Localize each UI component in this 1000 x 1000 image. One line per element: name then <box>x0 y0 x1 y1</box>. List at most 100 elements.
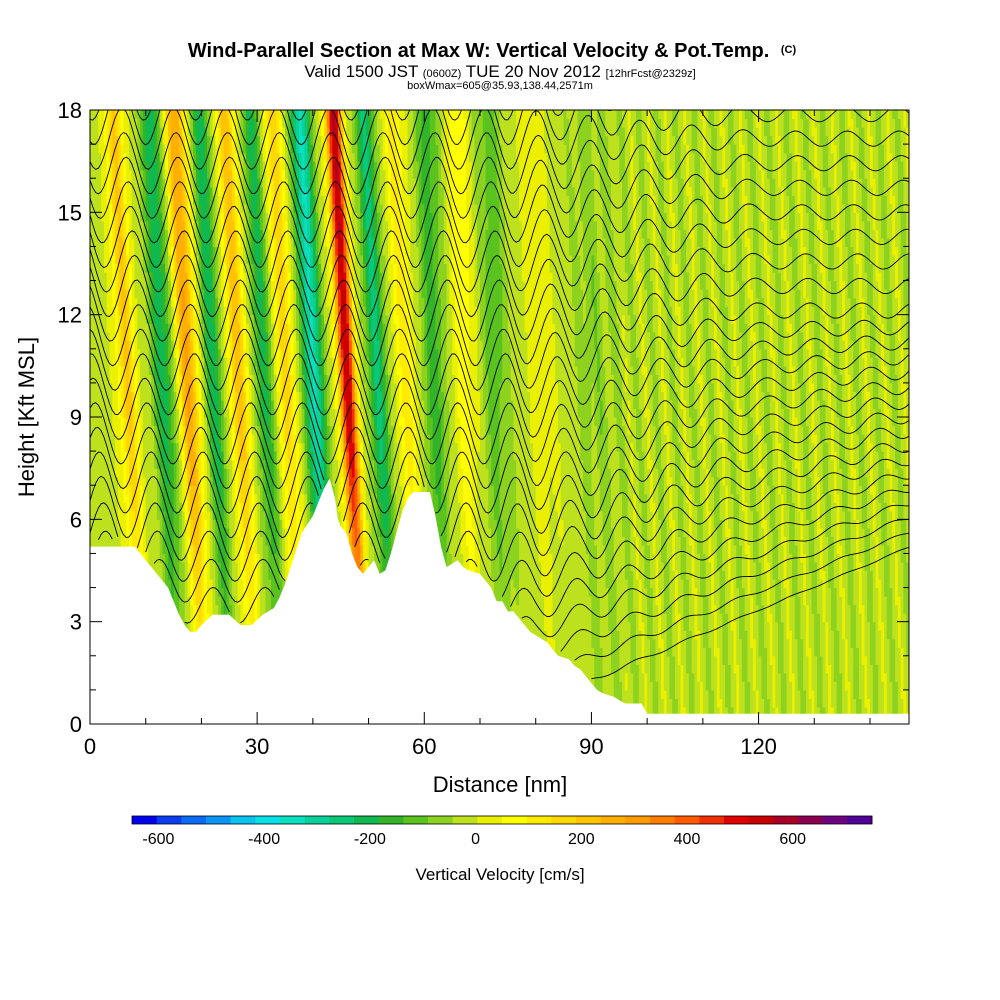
w-cell <box>883 681 888 691</box>
w-cell <box>847 689 852 700</box>
w-cell <box>630 689 634 700</box>
w-cell <box>694 664 698 674</box>
w-cell <box>652 698 657 708</box>
w-cell <box>867 698 871 708</box>
w-cell <box>649 672 654 682</box>
w-cell <box>644 706 648 717</box>
w-cell <box>783 698 788 708</box>
w-cell <box>817 706 821 717</box>
w-cell <box>571 647 576 657</box>
w-cell <box>588 647 593 657</box>
w-cell <box>883 706 888 717</box>
w-cell <box>783 672 788 682</box>
w-cell <box>663 681 668 691</box>
w-cell <box>716 681 721 691</box>
w-cell <box>683 706 687 717</box>
w-cell <box>825 706 829 717</box>
w-cell <box>688 664 693 674</box>
w-cell <box>619 647 623 657</box>
w-cell <box>895 689 899 700</box>
w-cell <box>783 655 788 665</box>
w-cell <box>881 698 885 708</box>
w-cell <box>892 689 896 700</box>
w-cell <box>836 681 840 691</box>
w-cell <box>719 681 723 691</box>
w-cell <box>867 672 871 682</box>
w-cell <box>856 681 860 691</box>
subtitle-forecast: [12hrFcst@2329z] <box>606 68 696 80</box>
w-cell <box>649 655 654 665</box>
w-cell <box>800 706 804 717</box>
w-cell <box>831 706 835 717</box>
w-cell <box>805 689 810 700</box>
w-cell <box>786 664 790 674</box>
w-cell <box>805 672 810 682</box>
w-cell <box>680 672 684 682</box>
w-cell <box>839 664 843 674</box>
w-cell <box>772 655 776 665</box>
w-cell <box>903 681 907 691</box>
w-cell <box>831 672 835 682</box>
w-cell <box>627 664 632 674</box>
w-cell <box>714 689 718 700</box>
w-cell <box>744 672 749 682</box>
w-cell <box>883 664 888 674</box>
w-cell <box>583 664 587 674</box>
w-cell <box>772 672 776 682</box>
w-cell <box>878 689 882 700</box>
w-cell <box>613 647 618 657</box>
w-cell <box>755 706 760 717</box>
w-cell <box>605 681 609 691</box>
w-cell <box>814 655 818 665</box>
w-cell <box>613 655 618 665</box>
w-cell <box>602 664 606 674</box>
w-cell <box>808 698 813 708</box>
w-cell <box>691 706 696 717</box>
w-cell <box>616 689 620 700</box>
w-cell <box>597 647 601 657</box>
w-cell <box>789 698 793 708</box>
w-cell <box>864 664 868 674</box>
w-cell <box>870 706 874 717</box>
w-cell <box>864 706 868 717</box>
w-cell <box>903 689 907 700</box>
w-cell <box>753 681 757 691</box>
w-cell <box>663 672 668 682</box>
w-cell <box>831 681 835 691</box>
w-cell <box>836 655 840 665</box>
w-cell <box>702 706 707 717</box>
w-cell <box>828 655 832 665</box>
w-cell <box>900 689 905 700</box>
w-cell <box>811 655 815 665</box>
w-cell <box>744 681 749 691</box>
w-cell <box>814 672 818 682</box>
w-cell <box>630 664 634 674</box>
w-cell <box>850 689 854 700</box>
chart-title-text: Wind-Parallel Section at Max W: Vertical… <box>188 40 769 62</box>
w-cell <box>705 664 710 674</box>
w-cell <box>700 689 704 700</box>
w-cell <box>680 706 684 717</box>
w-cell <box>853 698 857 708</box>
w-cell <box>870 698 874 708</box>
w-cell <box>641 698 645 708</box>
w-cell <box>594 672 598 682</box>
w-cell <box>641 681 645 691</box>
w-cell <box>775 672 779 682</box>
w-cell <box>675 681 679 691</box>
w-cell <box>700 664 704 674</box>
w-cell <box>858 664 863 674</box>
w-cell <box>658 655 662 665</box>
w-cell <box>636 664 640 674</box>
w-cell <box>814 681 818 691</box>
w-cell <box>861 664 866 674</box>
w-cell <box>658 698 662 708</box>
w-cell <box>861 698 866 708</box>
w-cell <box>608 672 612 682</box>
w-cell <box>895 706 899 717</box>
w-cell <box>872 698 877 708</box>
w-cell <box>741 689 746 700</box>
w-cell <box>847 681 852 691</box>
w-cell <box>906 706 909 717</box>
w-cell <box>691 698 696 708</box>
